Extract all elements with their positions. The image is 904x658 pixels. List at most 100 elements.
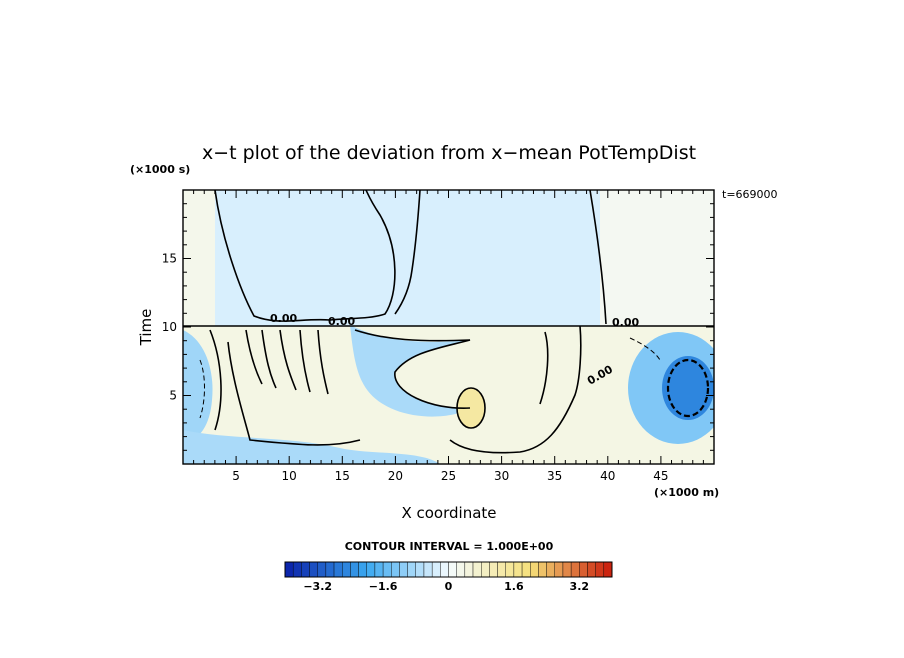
colorbar-cell bbox=[284, 561, 294, 578]
colorbar-cell bbox=[423, 561, 433, 578]
zero-contour-upper-left bbox=[214, 190, 396, 322]
colorbar-tick-label: −1.6 bbox=[369, 580, 398, 593]
colorbar-cell bbox=[530, 561, 539, 578]
colorbar-cell bbox=[489, 561, 498, 578]
contour-label-1: 0.00 bbox=[270, 312, 297, 325]
y-tick-label: 5 bbox=[169, 389, 177, 403]
colorbar-cell bbox=[456, 561, 466, 578]
contour-layer bbox=[183, 190, 714, 454]
colorbar-cell bbox=[309, 561, 318, 578]
colorbar-cell bbox=[350, 561, 359, 578]
colorbar-cell bbox=[562, 561, 572, 578]
colorbar-cell bbox=[570, 561, 580, 578]
colorbar-cell bbox=[440, 561, 449, 578]
mid-negative-wedge bbox=[350, 325, 470, 417]
x-tick-label: 30 bbox=[494, 469, 509, 483]
y-tick-label: 10 bbox=[162, 320, 177, 334]
colorbar-cell bbox=[391, 561, 400, 578]
finger-contour-3 bbox=[279, 329, 297, 391]
colorbar-cell bbox=[358, 561, 367, 578]
y-axis-ticks: 5 10 15 bbox=[162, 203, 714, 451]
colorbar-cell bbox=[325, 561, 335, 578]
upper-middle-field bbox=[215, 190, 625, 326]
negative-pool-core bbox=[662, 356, 714, 420]
colorbar-cell bbox=[301, 561, 310, 578]
colorbar-cell bbox=[407, 561, 417, 578]
finger-contour-5 bbox=[317, 329, 329, 395]
x-tick-label: 25 bbox=[441, 469, 456, 483]
x-tick-label: 5 bbox=[232, 469, 240, 483]
negative-core-contour bbox=[666, 358, 710, 418]
left-negative-region bbox=[183, 330, 213, 444]
negative-contour-right bbox=[629, 337, 661, 361]
x-tick-label: 15 bbox=[335, 469, 350, 483]
y-tick-label: 15 bbox=[162, 252, 177, 266]
colorbar-labels: −3.2 −1.6 0 1.6 3.2 bbox=[303, 580, 589, 593]
time-stamp: t=669000 bbox=[722, 188, 778, 201]
positive-spot-contour bbox=[456, 387, 486, 429]
contour-label-2: 0.00 bbox=[328, 315, 355, 328]
contour-label-3: 0.00 bbox=[612, 316, 639, 329]
colorbar-tick-label: 1.6 bbox=[504, 580, 524, 593]
colorbar-cell bbox=[366, 561, 376, 578]
positive-spot bbox=[457, 388, 485, 428]
colorbar-cell bbox=[497, 561, 506, 578]
colorbar-cell bbox=[521, 561, 531, 578]
colorbar-tick-label: 3.2 bbox=[570, 580, 590, 593]
colorbar-cell bbox=[603, 561, 613, 578]
colorbar-cell bbox=[399, 561, 408, 578]
colorbar-tick-label: 0 bbox=[445, 580, 453, 593]
positive-band-contour bbox=[539, 331, 549, 405]
colorbar bbox=[284, 561, 613, 578]
upper-right-field bbox=[600, 190, 714, 326]
bottom-negative-region bbox=[183, 430, 440, 464]
colorbar-cell bbox=[431, 561, 441, 578]
finger-contour-4 bbox=[299, 329, 311, 393]
colorbar-cell bbox=[292, 561, 302, 578]
colorbar-tick-label: −3.2 bbox=[303, 580, 332, 593]
colorbar-cell bbox=[333, 561, 343, 578]
y-axis-label: Time bbox=[137, 309, 155, 347]
zero-contour-upper-right bbox=[589, 190, 607, 325]
x-axis-label: X coordinate bbox=[401, 504, 496, 522]
y-unit-label: (×1000 s) bbox=[130, 163, 190, 176]
colorbar-cell bbox=[554, 561, 564, 578]
x-unit-label: (×1000 m) bbox=[654, 486, 719, 499]
colorbar-frame bbox=[284, 561, 613, 578]
colorbar-cell bbox=[546, 561, 555, 578]
x-axis-ticks: 5 10 15 20 25 30 35 40 45 bbox=[193, 190, 704, 483]
x-tick-label: 20 bbox=[388, 469, 403, 483]
colorbar-cell bbox=[374, 561, 384, 578]
negative-contour-left bbox=[199, 359, 205, 419]
colorbar-cell bbox=[505, 561, 515, 578]
finger-contour-2 bbox=[261, 329, 277, 389]
zero-contour-left bbox=[209, 329, 222, 431]
colorbar-cell bbox=[382, 561, 392, 578]
x-tick-label: 10 bbox=[282, 469, 297, 483]
colorbar-cell bbox=[317, 561, 327, 578]
zero-contour-upper-mid bbox=[394, 190, 421, 315]
colorbar-cell bbox=[538, 561, 547, 578]
zero-contour-lower-left bbox=[227, 341, 361, 446]
colorbar-cell bbox=[415, 561, 425, 578]
colorbar-cell bbox=[342, 561, 351, 578]
contour-interval-label: CONTOUR INTERVAL = 1.000E+00 bbox=[345, 540, 554, 553]
colorbar-cell bbox=[587, 561, 596, 578]
colorbar-cell bbox=[464, 561, 474, 578]
zero-contour-lower-mid bbox=[449, 325, 582, 454]
x-tick-label: 40 bbox=[600, 469, 615, 483]
field-layer bbox=[183, 190, 714, 464]
finger-contour-1 bbox=[245, 329, 263, 385]
colorbar-cell bbox=[472, 561, 482, 578]
zero-contour-wedge bbox=[354, 329, 471, 409]
chart-title: x−t plot of the deviation from x−mean Po… bbox=[202, 142, 696, 164]
x-tick-label: 35 bbox=[547, 469, 562, 483]
colorbar-cell bbox=[595, 561, 605, 578]
colorbar-cell bbox=[481, 561, 490, 578]
x-tick-label: 45 bbox=[653, 469, 668, 483]
colorbar-cell bbox=[448, 561, 457, 578]
colorbar-cell bbox=[513, 561, 523, 578]
colorbar-cell bbox=[579, 561, 588, 578]
